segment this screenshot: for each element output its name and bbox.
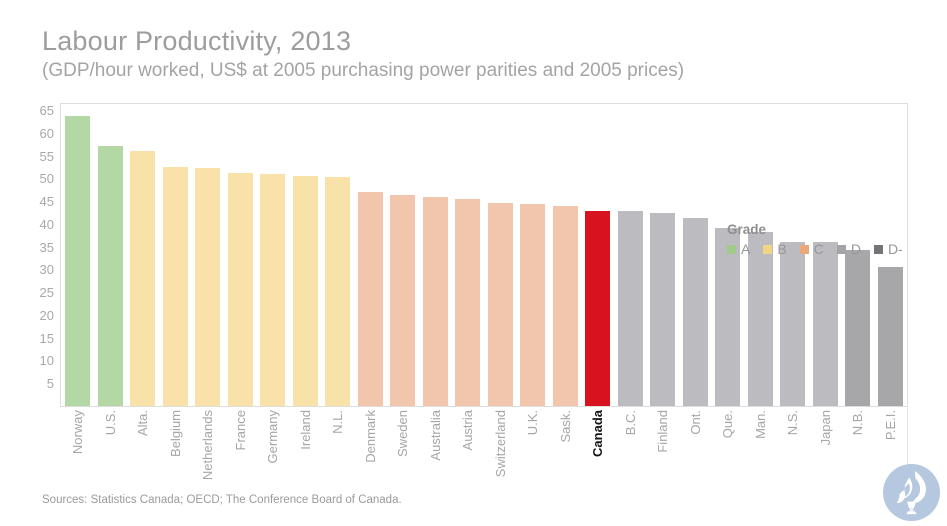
legend-swatch-icon — [763, 244, 773, 254]
x-label-switzerland: Switzerland — [492, 410, 508, 478]
x-label-belgium: Belgium — [167, 410, 183, 457]
y-tick-60: 60 — [39, 125, 54, 141]
y-tick-55: 55 — [39, 148, 54, 164]
bar-b-c — [617, 211, 643, 406]
bar-n-s — [780, 242, 806, 406]
x-label-ont: Ont. — [687, 410, 703, 435]
bar-alta — [130, 151, 156, 406]
legend-item-a: A — [727, 241, 750, 257]
bar-que — [715, 228, 741, 406]
bar-japan — [812, 242, 838, 406]
x-label-canada: Canada — [590, 410, 606, 457]
x-label-sweden: Sweden — [395, 410, 411, 457]
legend-item-label: B — [777, 241, 787, 257]
legend: Grade A B C D D- — [727, 222, 903, 257]
x-label-japan: Japan — [817, 410, 833, 446]
bar-sask — [552, 206, 578, 406]
bar-n-b — [845, 250, 871, 406]
bar-belgium — [162, 167, 188, 406]
y-tick-50: 50 — [39, 171, 54, 187]
legend-swatch-icon — [873, 244, 883, 254]
bar-series — [61, 104, 907, 406]
legend-title: Grade — [727, 222, 767, 237]
bar-ont — [682, 218, 708, 406]
y-tick-10: 10 — [39, 353, 54, 369]
legend-item-label: D — [850, 241, 861, 257]
x-label-que: Que. — [720, 410, 736, 439]
legend-swatch-icon — [727, 244, 736, 254]
y-tick-20: 20 — [39, 307, 54, 323]
bar-n-l — [325, 177, 351, 406]
bar-canada — [585, 211, 611, 406]
x-label-netherlands: Netherlands — [200, 410, 216, 481]
y-tick-45: 45 — [39, 194, 54, 210]
legend-item-c: C — [799, 241, 824, 257]
x-label-norway: Norway — [70, 410, 86, 455]
x-label-n-l: N.L. — [330, 410, 346, 434]
x-label-man: Man. — [752, 410, 768, 439]
x-label-austria: Austria — [460, 410, 476, 451]
bar-u-k — [520, 204, 546, 406]
x-label-u-k: U.K. — [525, 410, 541, 436]
bar-austria — [455, 199, 481, 406]
x-label-alta: Alta. — [135, 410, 151, 437]
source-note: Sources: Statistics Canada; OECD; The Co… — [42, 494, 402, 506]
x-label-france: France — [232, 410, 248, 451]
x-label-germany: Germany — [265, 410, 281, 464]
legend-items: A B C D D- — [727, 241, 903, 257]
bar-france — [227, 173, 253, 406]
legend-item-label: C — [813, 241, 824, 257]
legend-item-b: B — [763, 241, 787, 257]
x-label-finland: Finland — [655, 410, 671, 453]
y-tick-30: 30 — [39, 262, 54, 278]
bar-norway — [65, 116, 91, 406]
y-tick-5: 5 — [46, 376, 54, 392]
y-tick-35: 35 — [39, 239, 54, 255]
legend-swatch-icon — [836, 244, 846, 254]
bar-switzerland — [487, 203, 513, 406]
bar-ireland — [292, 176, 318, 406]
legend-item-label: D- — [887, 241, 903, 257]
x-label-ireland: Ireland — [297, 410, 313, 450]
legend-item-d: D — [836, 241, 861, 257]
bar-u-s — [97, 146, 123, 406]
x-label-denmark: Denmark — [362, 410, 378, 463]
legend-swatch-icon — [799, 244, 809, 254]
y-tick-65: 65 — [39, 103, 54, 119]
x-label-australia: Australia — [427, 410, 443, 461]
chart-title: Labour Productivity, 2013 — [42, 26, 352, 56]
bar-sweden — [390, 195, 416, 406]
x-axis-labels: Norway U.S. Alta. Belgium Netherlands France G… — [60, 410, 908, 502]
bar-man — [747, 232, 773, 406]
bar-denmark — [357, 192, 383, 406]
bar-finland — [650, 213, 676, 406]
y-tick-40: 40 — [39, 216, 54, 232]
legend-item-label: A — [741, 241, 751, 257]
x-label-n-s: N.S. — [785, 410, 801, 436]
divider-line — [907, 408, 908, 464]
y-tick-15: 15 — [39, 330, 54, 346]
x-label-n-b: N.B. — [850, 410, 866, 436]
chart-subtitle: (GDP/hour worked, US$ at 2005 purchasing… — [42, 60, 685, 81]
bar-germany — [260, 174, 286, 406]
x-label-sask: Sask. — [557, 410, 573, 443]
x-label-b-c: B.C. — [622, 410, 638, 436]
y-tick-25: 25 — [39, 285, 54, 301]
bar-p-e-i — [877, 267, 903, 406]
x-label-u-s: U.S. — [102, 410, 118, 436]
bar-netherlands — [195, 168, 221, 406]
plot-area: Grade A B C D D- — [60, 103, 908, 407]
conference-board-of-canada-logo — [883, 464, 940, 521]
legend-item-dminus: D- — [873, 241, 903, 257]
bar-australia — [422, 197, 448, 406]
